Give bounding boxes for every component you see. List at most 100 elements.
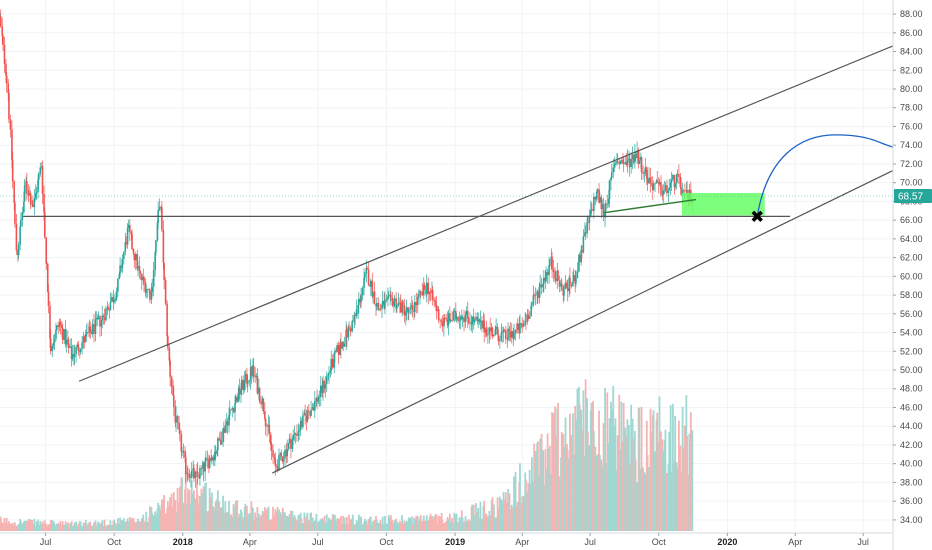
- candle-body: [160, 206, 162, 208]
- candle-body: [644, 167, 647, 173]
- volume-bar: [256, 507, 259, 531]
- candle-body: [352, 321, 354, 323]
- candle-body: [11, 160, 14, 182]
- candle-body: [71, 354, 74, 360]
- candle-body: [590, 209, 592, 216]
- volume-bar: [355, 519, 358, 531]
- candle-body: [650, 183, 653, 185]
- candle-body: [582, 236, 585, 253]
- y-tick-label: 82.00: [900, 65, 923, 75]
- candle-body: [156, 222, 159, 241]
- candle-body: [654, 183, 656, 185]
- candle-body: [11, 129, 13, 161]
- y-tick-label: 42.00: [900, 440, 923, 450]
- volume-bar: [604, 388, 606, 531]
- volume-bar: [61, 521, 64, 531]
- x-tick-label: Apr: [788, 537, 802, 547]
- candle-body: [666, 185, 668, 194]
- candle-body: [530, 305, 532, 317]
- candle-body: [43, 193, 45, 213]
- candle-body: [139, 271, 142, 274]
- volume-bar: [545, 469, 547, 531]
- candle-body: [525, 321, 527, 322]
- candle-body: [280, 453, 283, 457]
- volume-bar: [686, 435, 688, 531]
- candle-body: [169, 360, 171, 377]
- candle-body: [170, 376, 173, 388]
- volume-bar: [282, 512, 285, 531]
- candle-body: [143, 276, 145, 283]
- candle-body: [89, 326, 92, 332]
- candle-body: [316, 397, 318, 402]
- volume-bar: [588, 445, 591, 531]
- volume-bar: [447, 519, 450, 531]
- candle-body: [576, 271, 579, 278]
- candle-body: [95, 317, 98, 320]
- candle-body: [572, 281, 574, 287]
- candle-body: [560, 283, 563, 287]
- candle-body: [624, 161, 626, 164]
- y-tick-label: 60.00: [900, 271, 923, 281]
- volume-bar: [101, 520, 104, 531]
- candle-body: [363, 277, 365, 289]
- volume-bar: [5, 517, 8, 531]
- candle-body: [181, 451, 183, 452]
- volume-bar: [614, 418, 617, 531]
- candle-body: [342, 342, 344, 347]
- volume-bar: [208, 488, 211, 531]
- volume-bar: [262, 512, 265, 531]
- candle-body: [503, 329, 506, 331]
- candle-body: [494, 329, 497, 335]
- volume-bar: [252, 519, 255, 531]
- candle-body: [339, 342, 341, 355]
- candle-body: [684, 190, 686, 192]
- candle-body: [375, 302, 378, 307]
- volume-bar: [540, 434, 543, 531]
- candle-body: [637, 151, 640, 164]
- volume-bar: [451, 518, 453, 531]
- candle-body: [680, 187, 682, 195]
- candle-body: [447, 313, 450, 326]
- candle-body: [228, 414, 230, 426]
- volume-bar: [89, 521, 92, 531]
- volume-bar: [419, 515, 422, 531]
- candle-body: [340, 342, 342, 349]
- volume-bar: [337, 518, 340, 531]
- candle-body: [286, 448, 289, 457]
- candle-body: [21, 212, 24, 220]
- volume-bar: [435, 514, 438, 531]
- candle-body: [282, 458, 285, 462]
- candle-body: [85, 332, 88, 334]
- candle-body: [538, 287, 541, 299]
- volume-bar: [35, 521, 38, 531]
- candle-body: [246, 381, 249, 384]
- candle-body: [679, 176, 682, 188]
- volume-bar: [152, 515, 155, 531]
- volume-bar: [280, 514, 283, 531]
- candle-body: [387, 296, 389, 299]
- candle-body: [457, 317, 459, 321]
- volume-bar: [683, 425, 686, 531]
- candle-body: [581, 250, 583, 253]
- volume-bar: [276, 507, 279, 531]
- volume-bar: [264, 510, 267, 531]
- x-tick-label: Apr: [515, 537, 529, 547]
- volume-bar: [429, 513, 432, 531]
- candle-body: [524, 321, 527, 324]
- volume-bar: [111, 524, 113, 531]
- volume-bar: [53, 523, 56, 531]
- candle-body: [115, 291, 118, 301]
- candle-body: [322, 380, 324, 393]
- volume-bar: [421, 520, 424, 531]
- volume-bar: [228, 515, 231, 531]
- volume-bar: [373, 519, 376, 531]
- candle-body: [194, 471, 197, 479]
- volume-bar: [306, 512, 309, 531]
- volume-bar: [564, 417, 567, 531]
- volume-bar: [542, 485, 545, 531]
- volume-bar: [17, 524, 20, 531]
- candle-body: [287, 443, 290, 449]
- candle-body: [204, 461, 206, 472]
- candle-body: [202, 462, 205, 472]
